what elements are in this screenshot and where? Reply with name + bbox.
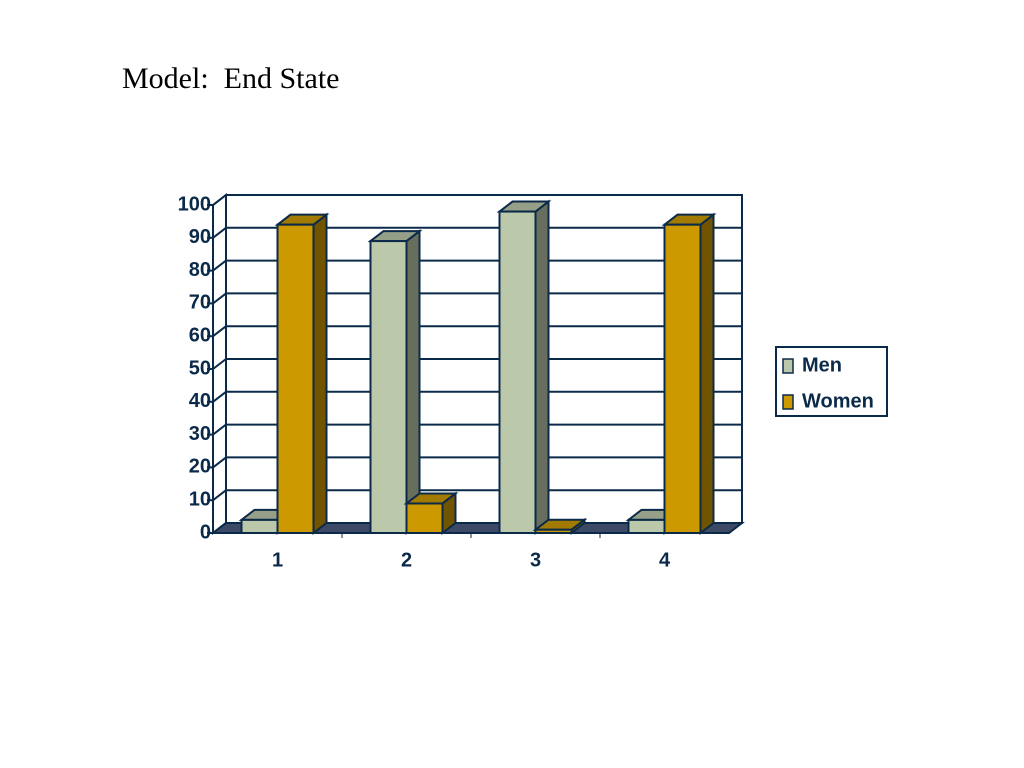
y-tick-label: 60: [189, 324, 211, 346]
grid-line: [212, 423, 227, 436]
legend-label: Men: [802, 354, 842, 376]
y-tick-label: 0: [200, 521, 211, 543]
legend-swatch: [782, 394, 794, 410]
y-tick-label: 80: [189, 259, 211, 281]
y-tick-label: 30: [189, 423, 211, 445]
legend-label: Women: [802, 390, 874, 412]
grid-line: [212, 391, 227, 403]
y-tick-label: 10: [189, 488, 211, 510]
bar: [534, 528, 573, 534]
grid-line: [212, 456, 227, 469]
grid-line: [212, 325, 227, 337]
bar-side: [699, 212, 715, 536]
y-tick-label: 40: [189, 390, 211, 412]
bar: [663, 223, 702, 534]
x-tick-label: 3: [530, 549, 541, 571]
bar: [369, 240, 408, 535]
x-tick-label: 2: [401, 549, 412, 571]
grid-line: [212, 259, 227, 272]
y-tick-label: 70: [189, 292, 211, 314]
grid-line: [212, 358, 227, 370]
x-tick-label: 1: [272, 549, 283, 571]
bar-side: [405, 229, 421, 536]
y-tick-label: 90: [189, 226, 211, 248]
grid-line: [212, 227, 227, 239]
y-tick-label: 50: [189, 357, 211, 379]
legend-box: [775, 346, 888, 417]
y-tick-label: 20: [189, 456, 211, 478]
bar-side: [534, 199, 550, 536]
legend-swatch: [782, 358, 794, 374]
bar: [240, 518, 279, 535]
y-tick-label: 100: [178, 193, 211, 215]
grid-line: [212, 292, 227, 305]
grid-line: [212, 489, 227, 501]
grid-line: [212, 194, 227, 206]
bar: [276, 223, 315, 534]
x-tick-label: 4: [659, 549, 671, 571]
bar: [627, 518, 666, 535]
bar: [498, 210, 537, 534]
bar: [405, 502, 444, 535]
bar-side: [312, 212, 328, 536]
chart-title: Model: End State: [122, 62, 339, 95]
